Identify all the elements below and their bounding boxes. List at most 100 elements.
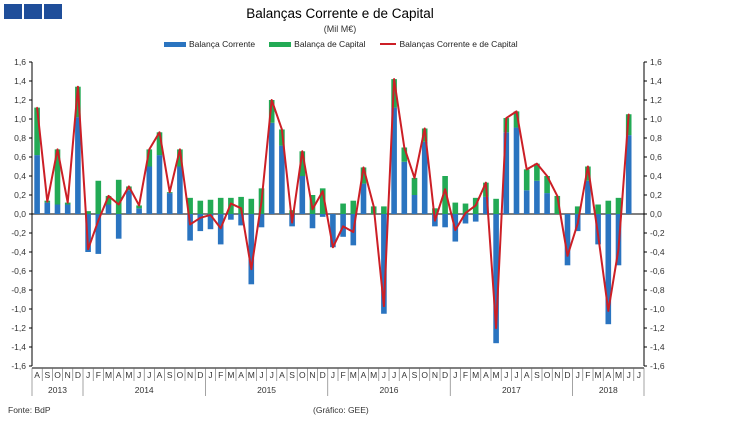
y-tick-label-left: -0,8 — [11, 285, 26, 295]
bar-current — [34, 155, 40, 214]
x-year-label: 2018 — [599, 385, 618, 395]
x-month-label: O — [544, 370, 551, 380]
line-total-point — [46, 200, 49, 203]
x-month-label: J — [137, 370, 141, 380]
bar-capital — [544, 176, 550, 194]
x-month-label: N — [65, 370, 71, 380]
line-total-point — [546, 175, 548, 177]
line-total-point — [260, 200, 263, 203]
bar-current — [248, 214, 255, 285]
line-total-point — [485, 181, 487, 184]
x-year-label: 2016 — [380, 385, 399, 395]
bar-capital — [319, 188, 326, 214]
x-month-label: O — [421, 370, 428, 380]
y-tick-label-left: -1,4 — [11, 342, 26, 352]
legend-swatch-capital — [269, 41, 292, 47]
line-total-point — [383, 305, 385, 307]
y-tick-label-right: -1,4 — [650, 342, 665, 352]
y-tick-label-left: 1,2 — [14, 95, 26, 105]
y-tick-label-left: 1,6 — [14, 57, 26, 67]
x-month-label: F — [218, 370, 223, 380]
x-month-label: M — [595, 370, 602, 380]
line-total-point — [97, 219, 100, 222]
x-month-label: A — [157, 370, 163, 380]
bar-current — [136, 208, 142, 214]
bar-current — [85, 214, 91, 252]
x-month-label: F — [96, 370, 101, 380]
x-month-label: M — [615, 370, 622, 380]
legend-label-total: Balanças Corrente e de Capital — [399, 39, 518, 49]
bar-current — [105, 204, 112, 214]
y-tick-label-left: -1,2 — [11, 323, 26, 333]
x-month-label: M — [227, 370, 234, 380]
logo-block — [24, 4, 42, 19]
bar-capital — [268, 100, 275, 123]
x-month-label: J — [86, 370, 90, 380]
bar-current — [421, 141, 428, 214]
x-year-label: 2017 — [502, 385, 521, 395]
x-month-label: S — [412, 370, 418, 380]
line-total-point — [332, 246, 334, 249]
x-month-label: J — [270, 370, 274, 380]
line-total-point — [505, 117, 508, 119]
bar-current — [605, 214, 612, 325]
y-tick-label-left: 0,0 — [14, 209, 26, 219]
line-total-point — [230, 202, 232, 205]
x-month-label: J — [208, 370, 212, 380]
bar-capital — [85, 211, 91, 214]
bar-capital — [595, 204, 601, 214]
line-total-point — [393, 78, 395, 80]
y-tick-label-right: 1,4 — [650, 76, 662, 86]
bar-current — [462, 214, 469, 224]
line-total-point — [270, 99, 273, 101]
line-total-point — [403, 146, 406, 149]
y-tick-label-right: -0,2 — [650, 228, 665, 238]
bar-capital — [574, 206, 581, 214]
line-total-point — [189, 223, 191, 226]
y-tick-label-left: 0,2 — [14, 190, 26, 200]
x-month-label: S — [289, 370, 295, 380]
x-month-label: J — [382, 370, 386, 380]
bar-capital — [289, 210, 295, 214]
line-total-point — [515, 110, 518, 113]
x-month-label: J — [392, 370, 396, 380]
y-tick-label-left: -0,2 — [11, 228, 26, 238]
line-total-point — [128, 185, 130, 188]
bar-current — [228, 214, 234, 220]
x-year-label: 2015 — [257, 385, 276, 395]
x-month-label: A — [605, 370, 611, 380]
x-year-label: 2013 — [48, 385, 67, 395]
bar-current — [330, 214, 336, 248]
bar-current — [483, 196, 489, 214]
y-tick-label-right: 0,6 — [650, 152, 662, 162]
source-note: Fonte: BdP — [8, 405, 51, 415]
legend: Balança Corrente Balança de Capital Bala… — [164, 39, 532, 49]
bar-current — [411, 195, 418, 214]
line-total-point — [66, 201, 69, 204]
x-month-label: A — [34, 370, 40, 380]
line-total-point — [138, 204, 140, 207]
x-month-label: M — [472, 370, 479, 380]
bar-capital — [115, 179, 122, 214]
bar-capital — [411, 177, 418, 195]
bar-capital — [299, 151, 306, 176]
line-total-point — [321, 190, 324, 192]
x-month-label: F — [585, 370, 590, 380]
bar-current — [54, 204, 61, 214]
y-tick-label-right: 1,2 — [650, 95, 662, 105]
line-total-point — [536, 162, 538, 165]
line-total-point — [444, 188, 446, 191]
x-month-label: F — [463, 370, 468, 380]
y-tick-label-left: 0,6 — [14, 152, 26, 162]
x-year-label: 2014 — [135, 385, 154, 395]
bar-capital — [585, 166, 591, 181]
x-month-label: A — [116, 370, 122, 380]
bar-current — [95, 214, 102, 254]
bar-current — [258, 214, 265, 228]
x-month-label: J — [576, 370, 580, 380]
legend-label-capital: Balança de Capital — [294, 39, 366, 49]
bar-capital — [513, 111, 520, 128]
line-total-point — [219, 227, 222, 230]
legend-item-current: Balança Corrente — [164, 39, 255, 49]
